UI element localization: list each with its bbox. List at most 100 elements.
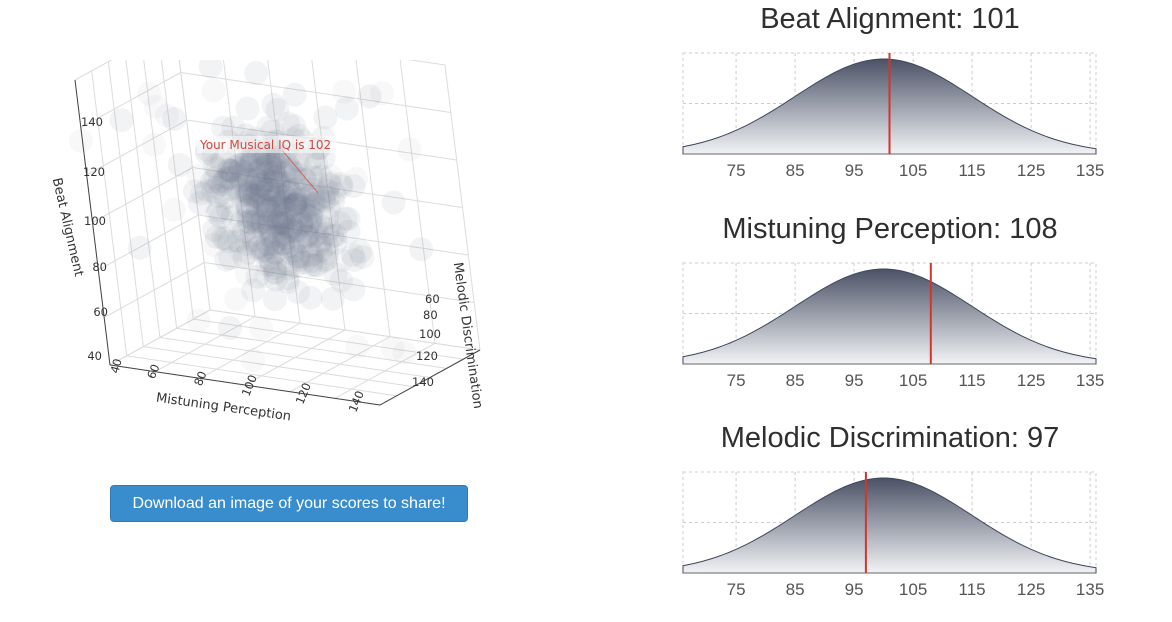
scatter-3d-gridlines <box>74 60 481 406</box>
scatter-point <box>279 216 304 241</box>
scatter-point <box>265 213 290 237</box>
scatter-point <box>291 167 316 191</box>
scatter-point <box>239 191 264 216</box>
scatter-point <box>300 241 325 266</box>
z-axis-tick: 120 <box>83 165 105 179</box>
scatter-point <box>239 152 264 177</box>
scatter-point <box>329 248 354 273</box>
scatter-point <box>260 195 285 220</box>
scatter-point <box>239 147 264 172</box>
scatter-point <box>267 170 291 195</box>
scatter-point <box>276 256 301 281</box>
scatter-point <box>301 187 326 212</box>
scatter-point <box>282 219 306 244</box>
scatter-point <box>247 211 272 236</box>
scatter-3d-plot[interactable]: Your Musical IQ is 102 Beat Alignment 40… <box>40 60 500 450</box>
scatter-point <box>235 183 260 207</box>
scatter-point <box>207 169 232 194</box>
iq-annotation-background <box>197 136 337 153</box>
scatter-point <box>227 153 252 178</box>
scatter-point <box>279 215 304 240</box>
scatter-point <box>300 199 325 224</box>
scatter-point <box>298 204 323 228</box>
scatter-point <box>279 214 304 239</box>
scatter-point <box>291 200 316 225</box>
back-wall-gridline <box>444 64 481 351</box>
scatter-point <box>198 60 223 79</box>
scatter-point <box>245 236 270 260</box>
scatter-point <box>237 182 262 207</box>
scatter-point <box>250 209 275 234</box>
y-axis-tick: 140 <box>412 375 434 389</box>
scatter-point <box>264 193 289 218</box>
scatter-point <box>250 239 275 264</box>
scatter-point <box>278 218 303 243</box>
scatter-point <box>261 160 286 185</box>
scatter-point <box>254 264 279 289</box>
z-axis-tick: 80 <box>92 260 107 274</box>
scatter-point <box>202 217 227 242</box>
scatter-point <box>317 173 342 198</box>
scatter-point <box>341 277 366 302</box>
scatter-point <box>312 183 337 208</box>
scatter-point <box>218 316 242 340</box>
scatter-point <box>247 188 272 213</box>
scatter-point <box>206 198 231 223</box>
scatter-point <box>257 216 282 241</box>
scatter-point <box>300 192 325 216</box>
scatter-point <box>127 235 152 260</box>
scatter-point <box>275 270 300 294</box>
y-axis-tick: 120 <box>416 349 438 363</box>
x-tick-label: 105 <box>899 371 927 390</box>
scatter-point <box>340 243 365 268</box>
scatter-point <box>290 177 315 202</box>
scatter-point <box>227 229 252 254</box>
scatter-point <box>381 190 406 215</box>
beat-alignment-panel: Beat Alignment: 101 75 85 95 105 115 125 135 <box>665 3 1115 203</box>
scatter-point <box>271 210 295 235</box>
scatter-point <box>245 264 270 289</box>
scatter-point <box>274 213 298 238</box>
scatter-point <box>227 158 252 183</box>
scatter-point <box>283 192 308 217</box>
scatter-point <box>261 226 285 250</box>
x-axis-tick: 60 <box>144 362 162 381</box>
scatter-point <box>272 162 297 186</box>
scatter-point <box>268 211 293 236</box>
scatter-point <box>256 159 281 184</box>
scatter-point <box>214 166 239 191</box>
scatter-point <box>273 212 298 236</box>
scatter-point <box>235 176 260 201</box>
scatter-point <box>69 128 93 153</box>
scatter-point <box>216 197 241 222</box>
side-wall-gridline <box>80 72 182 128</box>
scatter-point <box>259 249 284 274</box>
scatter-point <box>297 234 321 259</box>
scatter-point <box>259 153 284 178</box>
scatter-point <box>186 308 211 333</box>
x-tick-label: 75 <box>727 580 746 599</box>
y-axis-tick: 80 <box>423 308 438 322</box>
scatter-point <box>241 228 266 253</box>
scatter-point <box>245 179 270 204</box>
scatter-point <box>281 167 306 192</box>
scatter-point <box>259 252 284 277</box>
scatter-point <box>265 98 290 122</box>
scatter-point <box>274 180 299 205</box>
scatter-point <box>263 256 288 281</box>
y-axis-title: Melodic Discrimination <box>450 261 485 409</box>
scatter-point <box>236 167 261 192</box>
scatter-point <box>224 287 249 312</box>
scatter-point <box>261 160 286 185</box>
scatter-point <box>254 168 279 193</box>
scatter-point <box>229 210 254 235</box>
scatter-point <box>255 198 280 223</box>
scatter-point <box>219 166 244 191</box>
download-share-image-button[interactable]: Download an image of your scores to shar… <box>110 485 468 522</box>
scatter-point <box>342 248 367 273</box>
scatter-point <box>251 237 276 262</box>
scatter-point <box>285 166 310 191</box>
scatter-point <box>237 154 262 179</box>
scatter-point <box>286 244 311 269</box>
scatter-point <box>239 223 264 248</box>
